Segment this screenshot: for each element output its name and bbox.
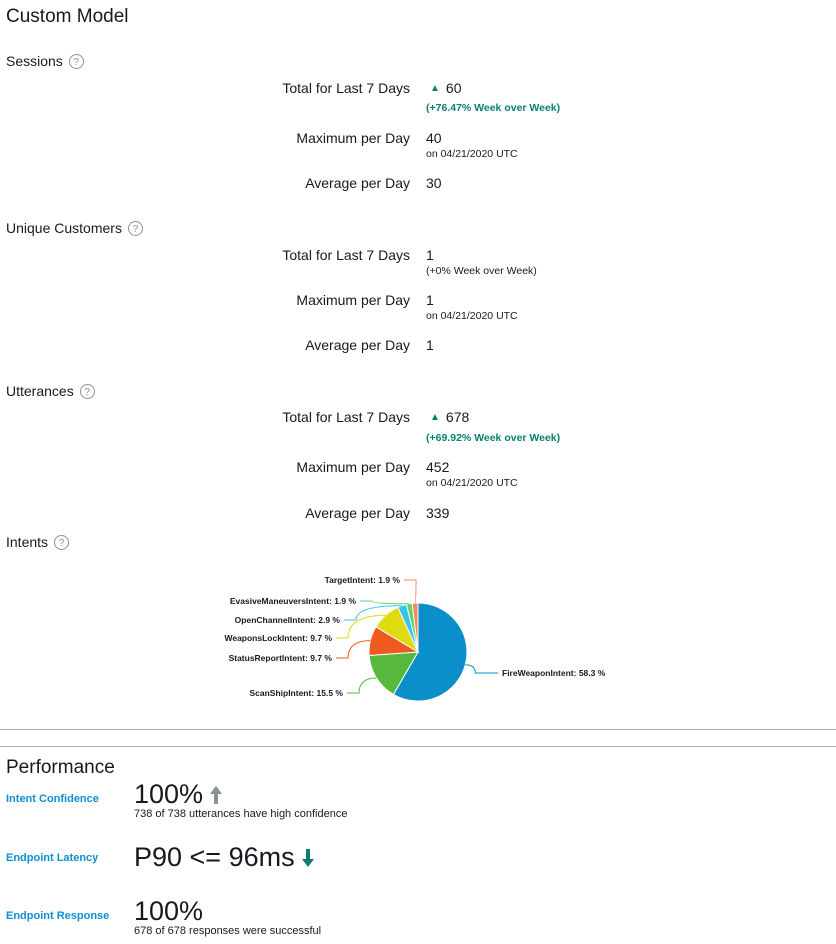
pie-slice-label: TargetIntent: 1.9 % — [325, 575, 401, 585]
divider — [0, 729, 836, 730]
customers-avg-value: 1 — [426, 337, 434, 353]
pie-leader-line — [336, 640, 371, 659]
endpoint-latency-p90: P90 <= 96ms — [134, 842, 295, 872]
customers-avg-label: Average per Day — [305, 337, 410, 353]
pie-leader-line — [336, 614, 386, 639]
arrow-down-icon — [301, 848, 314, 867]
performance-title: Performance — [6, 757, 115, 778]
intent-confidence-detail: 738 of 738 utterances have high confiden… — [134, 808, 348, 820]
utterances-total-number: 678 — [445, 409, 470, 425]
sessions-total-number: 60 — [445, 80, 462, 96]
sessions-max-date: on 04/21/2020 UTC — [426, 148, 518, 160]
utterances-total-change: (+69.92% Week over Week) — [426, 432, 561, 444]
customers-total-label: Total for Last 7 Days — [282, 247, 410, 263]
help-icon[interactable]: ? — [54, 534, 70, 550]
utterances-max-date: on 04/21/2020 UTC — [426, 477, 518, 489]
utterances-max-value: 452 — [426, 459, 450, 475]
customers-total-change: (+0% Week over Week) — [426, 265, 537, 277]
sessions-total-change: (+76.47% Week over Week) — [426, 102, 561, 114]
help-icon[interactable]: ? — [79, 383, 95, 399]
intents-title: Intents — [6, 534, 49, 550]
sessions-title: Sessions — [6, 53, 63, 69]
utterances-avg-value: 339 — [426, 505, 450, 521]
pie-slice-label: OpenChannelIntent: 2.9 % — [235, 615, 341, 625]
sessions-avg-label: Average per Day — [305, 175, 410, 191]
customers-title: Unique Customers — [6, 220, 122, 236]
pie-slice-label: EvasiveManeuversIntent: 1.9 % — [230, 596, 357, 606]
sessions-total-value: ▲ 60 — [426, 80, 461, 96]
pie-slice-label: FireWeaponIntent: 58.3 % — [502, 668, 606, 678]
utterances-section-title: Utterances ? — [6, 383, 95, 399]
pie-leader-line — [360, 600, 410, 605]
pie-slice[interactable] — [368, 651, 419, 696]
pie-leader-line — [404, 579, 417, 604]
utterances-title: Utterances — [6, 383, 74, 399]
customers-total-value: 1 — [426, 247, 434, 263]
customers-max-value: 1 — [426, 292, 434, 308]
pie-leader-line — [465, 664, 498, 674]
pie-slice[interactable] — [392, 602, 468, 702]
utterances-max-label: Maximum per Day — [296, 459, 410, 475]
help-icon[interactable]: ? — [127, 220, 143, 236]
customers-max-date: on 04/21/2020 UTC — [426, 310, 518, 322]
customers-max-label: Maximum per Day — [296, 292, 410, 308]
sessions-max-value: 40 — [426, 130, 442, 146]
page-title: Custom Model — [6, 6, 129, 27]
intent-confidence-value: 100% — [134, 779, 223, 810]
customers-section-title: Unique Customers ? — [6, 220, 143, 236]
utterances-avg-label: Average per Day — [305, 505, 410, 521]
pie-slice-label: StatusReportIntent: 9.7 % — [229, 653, 333, 663]
intents-section-title: Intents ? — [6, 534, 70, 550]
intent-confidence-link[interactable]: Intent Confidence — [6, 793, 99, 805]
sessions-total-label: Total for Last 7 Days — [282, 80, 410, 96]
endpoint-latency-link[interactable]: Endpoint Latency — [6, 852, 99, 864]
endpoint-response-detail: 678 of 678 responses were successful — [134, 925, 322, 937]
pie-leader-line — [344, 605, 403, 621]
arrow-up-icon — [210, 785, 223, 804]
pie-slice-label: ScanShipIntent: 15.5 % — [249, 688, 343, 698]
trend-up-icon: ▲ — [430, 411, 440, 423]
sessions-section-title: Sessions ? — [6, 53, 84, 69]
trend-up-icon: ▲ — [430, 82, 440, 94]
utterances-total-value: ▲ 678 — [426, 409, 469, 425]
divider — [0, 746, 836, 747]
endpoint-latency-value: P90 <= 96ms — [134, 842, 315, 873]
intent-confidence-percent: 100% — [134, 779, 204, 809]
sessions-max-label: Maximum per Day — [296, 130, 410, 146]
sessions-avg-value: 30 — [426, 175, 442, 191]
endpoint-response-value: 100% — [134, 896, 204, 926]
endpoint-response-link[interactable]: Endpoint Response — [6, 910, 110, 922]
pie-slice-label: WeaponsLockIntent: 9.7 % — [224, 633, 332, 643]
utterances-total-label: Total for Last 7 Days — [282, 409, 410, 425]
pie-leader-line — [347, 677, 377, 694]
help-icon[interactable]: ? — [68, 53, 84, 69]
intents-pie-chart: FireWeaponIntent: 58.3 % ScanShipIntent: … — [224, 575, 606, 702]
